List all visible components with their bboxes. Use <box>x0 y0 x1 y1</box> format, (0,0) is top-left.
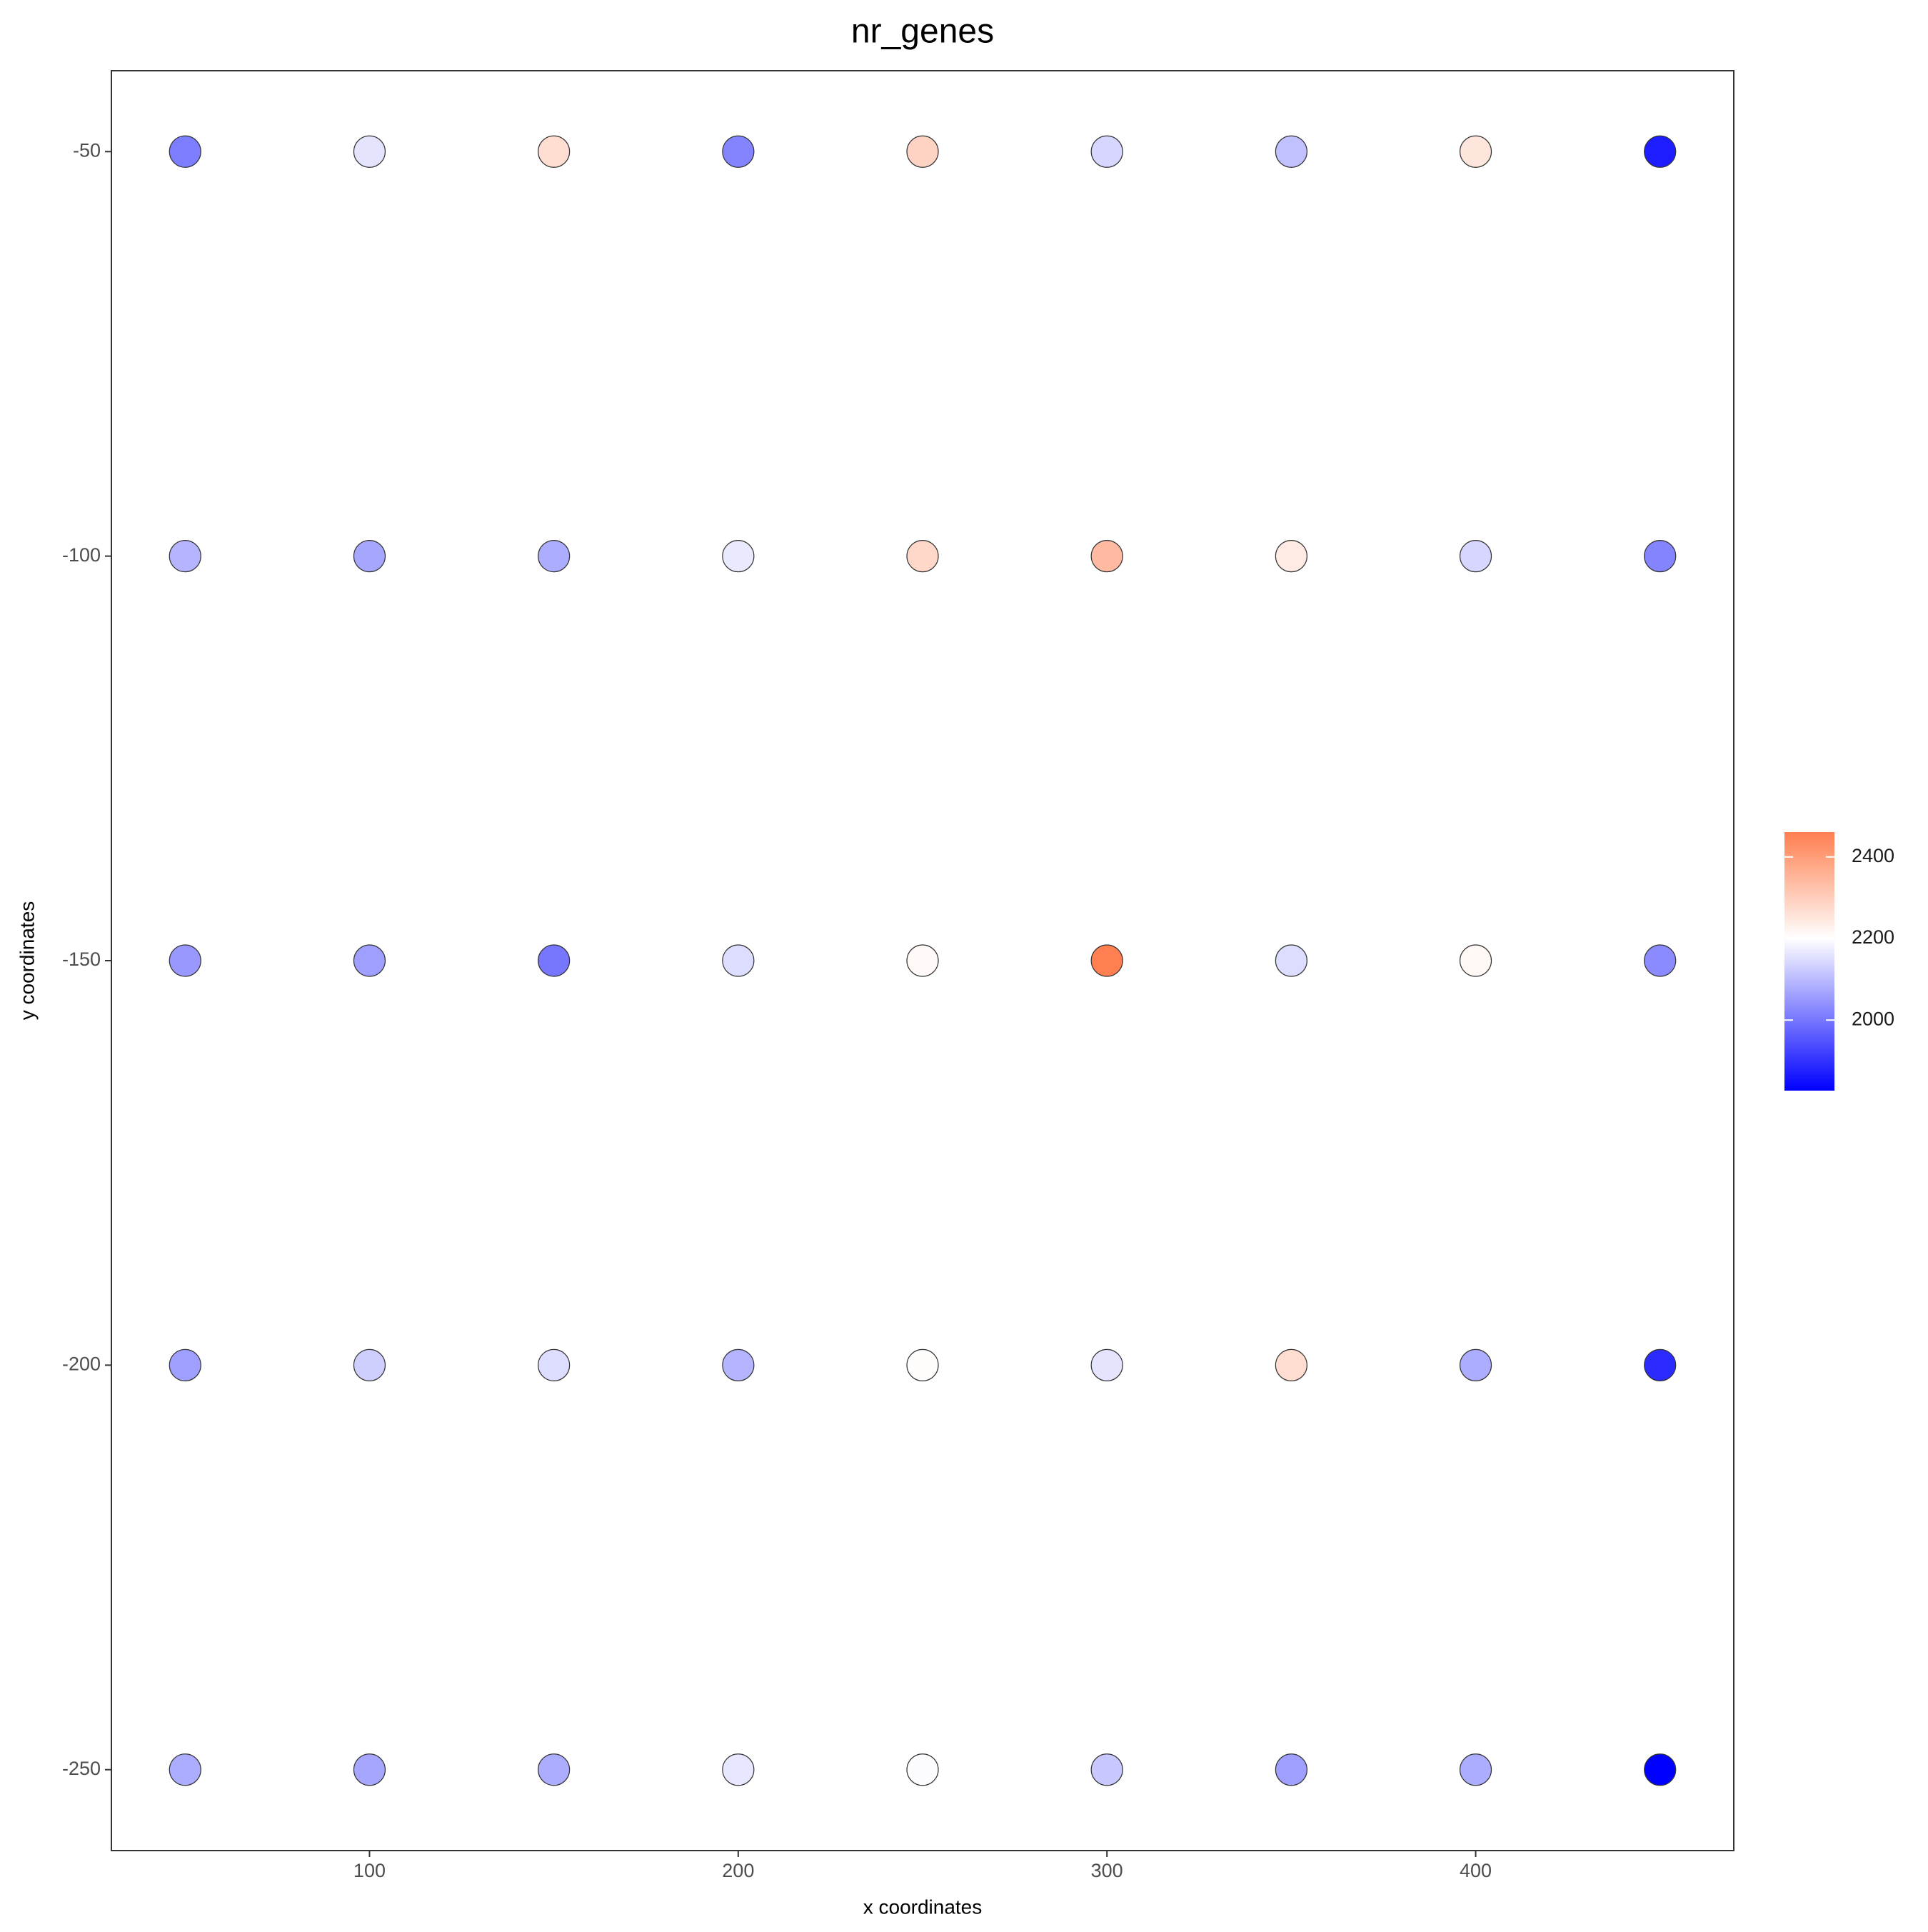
point <box>169 135 201 168</box>
point <box>1275 135 1307 168</box>
x-axis-title: x coordinates <box>863 1896 983 1918</box>
y-axis-title: y coordinates <box>16 901 38 1021</box>
point <box>538 1348 571 1381</box>
x-tick-label: 200 <box>722 1860 754 1881</box>
point <box>1275 540 1307 573</box>
x-tick-label: 400 <box>1460 1860 1492 1881</box>
point <box>1644 540 1677 573</box>
point <box>1275 944 1307 977</box>
point <box>169 540 201 573</box>
point <box>169 944 201 977</box>
point <box>538 944 571 977</box>
point <box>538 135 571 168</box>
point <box>906 135 939 168</box>
colorbar <box>1784 832 1834 1091</box>
point <box>169 1348 201 1381</box>
point <box>353 1753 386 1786</box>
point <box>906 1753 939 1786</box>
point <box>1090 1753 1123 1786</box>
point <box>906 944 939 977</box>
point <box>722 135 755 168</box>
point <box>722 944 755 977</box>
point <box>1644 135 1677 168</box>
y-tick-label: -250 <box>62 1758 101 1779</box>
point <box>722 1753 755 1786</box>
point <box>1459 135 1492 168</box>
x-tick-label: 300 <box>1091 1860 1123 1881</box>
point <box>1459 944 1492 977</box>
point <box>906 540 939 573</box>
point <box>538 540 571 573</box>
plot-border <box>111 70 1734 1851</box>
point <box>169 1753 201 1786</box>
y-tick-label: -50 <box>73 139 101 161</box>
point <box>1090 135 1123 168</box>
point <box>353 944 386 977</box>
colorbar-tick-label: 2200 <box>1852 926 1894 948</box>
point <box>353 135 386 168</box>
point <box>722 540 755 573</box>
point <box>1459 1753 1492 1786</box>
point <box>1459 540 1492 573</box>
point <box>1644 1348 1677 1381</box>
colorbar-tick-label: 2000 <box>1852 1008 1894 1029</box>
point <box>1090 944 1123 977</box>
point <box>1459 1348 1492 1381</box>
point <box>906 1348 939 1381</box>
point <box>1090 540 1123 573</box>
point <box>1275 1348 1307 1381</box>
point <box>353 1348 386 1381</box>
point <box>722 1348 755 1381</box>
chart-title: nr_genes <box>851 13 994 51</box>
point <box>353 540 386 573</box>
colorbar-tick-label: 2400 <box>1852 845 1894 866</box>
y-tick-label: -100 <box>62 544 101 566</box>
point <box>538 1753 571 1786</box>
x-tick-label: 100 <box>353 1860 386 1881</box>
point <box>1090 1348 1123 1381</box>
point <box>1644 944 1677 977</box>
point <box>1275 1753 1307 1786</box>
y-tick-label: -200 <box>62 1353 101 1374</box>
point <box>1644 1753 1677 1786</box>
y-tick-label: -150 <box>62 949 101 970</box>
